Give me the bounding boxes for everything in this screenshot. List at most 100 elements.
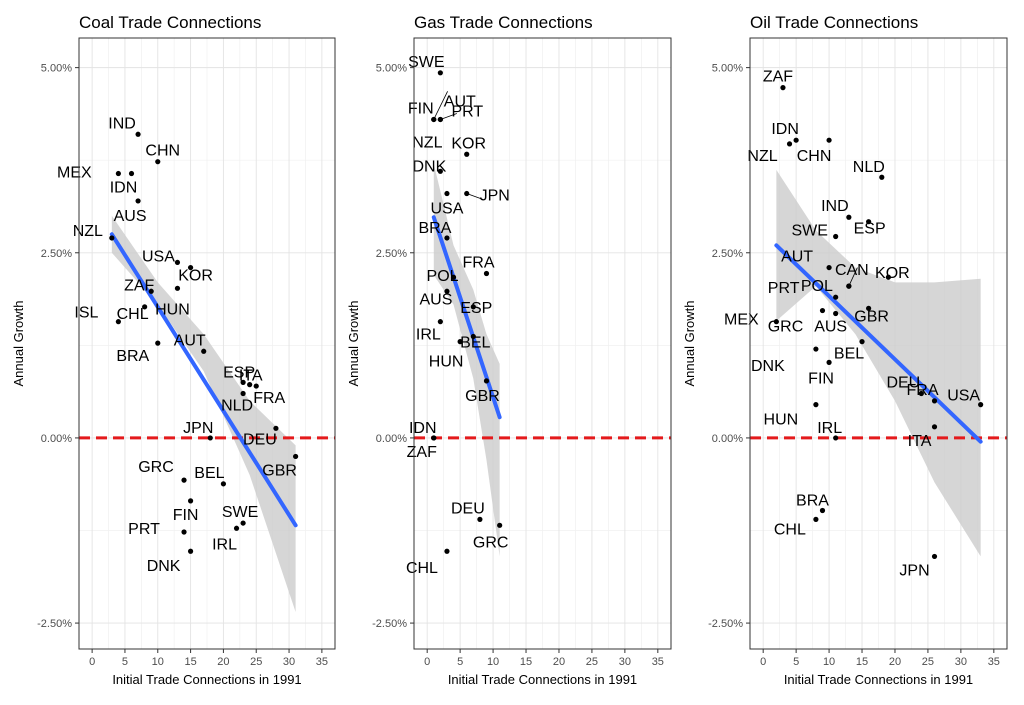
- point-gbr: [866, 305, 872, 311]
- panel-border: [749, 37, 1008, 650]
- point-label-chl: CHL: [774, 521, 806, 538]
- point-esp: [240, 379, 246, 385]
- point-zaf: [780, 85, 786, 91]
- point-pol: [450, 274, 457, 280]
- point-label-bra: BRA: [116, 348, 149, 365]
- point-irl: [233, 525, 240, 531]
- x-tick-label: 10: [823, 656, 835, 668]
- y-tick-label: 0.00%: [712, 433, 743, 445]
- x-axis-label: Initial Trade Connections in 1991: [112, 672, 301, 687]
- point-gbr: [483, 378, 490, 384]
- x-tick-label: 20: [217, 656, 229, 668]
- point-label-deu: DEU: [886, 374, 920, 391]
- point-label-kor: KOR: [178, 268, 213, 285]
- chart-title: Coal Trade Connections: [79, 13, 261, 32]
- confidence-band: [111, 215, 296, 612]
- y-tick-label: -2.50%: [372, 618, 407, 630]
- point-label-nzl: NZL: [73, 223, 103, 240]
- point-mex: [773, 319, 779, 325]
- x-tick-label: 30: [955, 656, 967, 668]
- point-label-gbr: GBR: [262, 462, 297, 479]
- point-label-jpn: JPN: [480, 188, 510, 205]
- y-tick-label: 2.50%: [712, 248, 743, 260]
- point-label-irl: IRL: [817, 420, 842, 437]
- point-ita: [247, 382, 253, 388]
- point-label-jpn: JPN: [183, 420, 213, 437]
- point-esp: [866, 219, 872, 225]
- point-swe: [437, 70, 443, 76]
- point-label-chn: CHN: [797, 148, 832, 165]
- point-label-prt: PRT: [451, 103, 483, 120]
- point-prt: [181, 529, 187, 535]
- label-leader-line: [440, 113, 457, 120]
- point-deu: [477, 516, 483, 522]
- point-label-deu: DEU: [451, 500, 485, 517]
- point-kor: [464, 151, 470, 157]
- point-label-zaf: ZAF: [407, 444, 437, 461]
- y-tick-label: 5.00%: [712, 63, 743, 75]
- point-label-prt: PRT: [768, 280, 800, 297]
- point-aut: [826, 264, 832, 271]
- point-dnk: [187, 548, 194, 554]
- fit-line: [109, 232, 298, 528]
- point-label-chn: CHN: [145, 143, 180, 160]
- point-usa: [174, 259, 181, 266]
- point-hun: [457, 339, 463, 345]
- x-tick-label: 5: [457, 656, 463, 668]
- point-label-swe: SWE: [408, 54, 444, 71]
- y-tick-label: 2.50%: [376, 248, 407, 260]
- point-fra: [253, 383, 259, 389]
- point-label-fin: FIN: [173, 507, 199, 524]
- x-tick-label: 30: [619, 656, 631, 668]
- point-irl: [437, 319, 443, 325]
- fit-line: [774, 243, 983, 444]
- point-fin: [187, 498, 194, 504]
- point-label-kor: KOR: [451, 135, 486, 152]
- point-mex: [115, 170, 121, 177]
- point-label-chl: CHL: [406, 560, 438, 577]
- point-swe: [833, 233, 839, 240]
- point-label-swe: SWE: [791, 222, 827, 239]
- point-label-jpn: JPN: [899, 562, 929, 579]
- point-ind: [846, 214, 852, 220]
- x-tick-label: 35: [316, 656, 328, 668]
- point-bra: [444, 235, 450, 241]
- point-label-dnk: DNK: [147, 558, 181, 575]
- point-label-grc: GRC: [473, 534, 509, 551]
- point-label-usa: USA: [430, 201, 463, 218]
- point-aus: [444, 288, 450, 294]
- point-label-fin: FIN: [408, 100, 434, 117]
- point-zaf: [148, 288, 154, 294]
- point-chn: [826, 137, 832, 143]
- x-tick-label: 5: [793, 656, 799, 668]
- point-usa: [444, 190, 450, 197]
- point-label-nld: NLD: [221, 397, 253, 414]
- x-tick-label: 35: [652, 656, 664, 668]
- point-bel: [220, 481, 227, 487]
- point-label-nzl: NZL: [747, 148, 777, 165]
- point-usa: [978, 402, 984, 408]
- point-label-grc: GRC: [768, 319, 804, 336]
- x-tick-label: 35: [988, 656, 1000, 668]
- x-axis-label: Initial Trade Connections in 1991: [784, 672, 973, 687]
- chart-title: Oil Trade Connections: [750, 13, 918, 32]
- point-label-dnk: DNK: [412, 158, 446, 175]
- y-tick-label: 5.00%: [41, 63, 72, 75]
- point-label-esp: ESP: [223, 364, 255, 381]
- point-dnk: [437, 168, 443, 174]
- point-ind: [135, 131, 141, 137]
- point-hun: [174, 285, 181, 291]
- point-label-bel: BEL: [194, 465, 224, 482]
- point-aut: [201, 348, 207, 354]
- y-axis-label: Annual Growth: [11, 301, 26, 387]
- point-label-aus: AUS: [419, 291, 452, 308]
- point-label-bel: BEL: [460, 334, 490, 351]
- point-chn: [155, 159, 161, 165]
- chart-title: Gas Trade Connections: [414, 13, 593, 32]
- point-bel: [859, 339, 865, 345]
